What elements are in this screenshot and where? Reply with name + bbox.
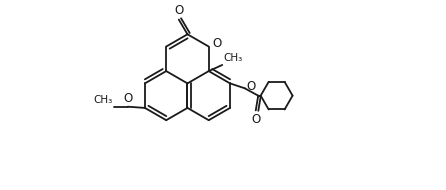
Text: O: O xyxy=(174,4,183,17)
Text: O: O xyxy=(251,113,260,126)
Text: O: O xyxy=(212,37,221,51)
Text: CH₃: CH₃ xyxy=(223,53,243,63)
Text: O: O xyxy=(123,92,132,105)
Text: CH₃: CH₃ xyxy=(94,95,113,105)
Text: O: O xyxy=(247,81,256,93)
